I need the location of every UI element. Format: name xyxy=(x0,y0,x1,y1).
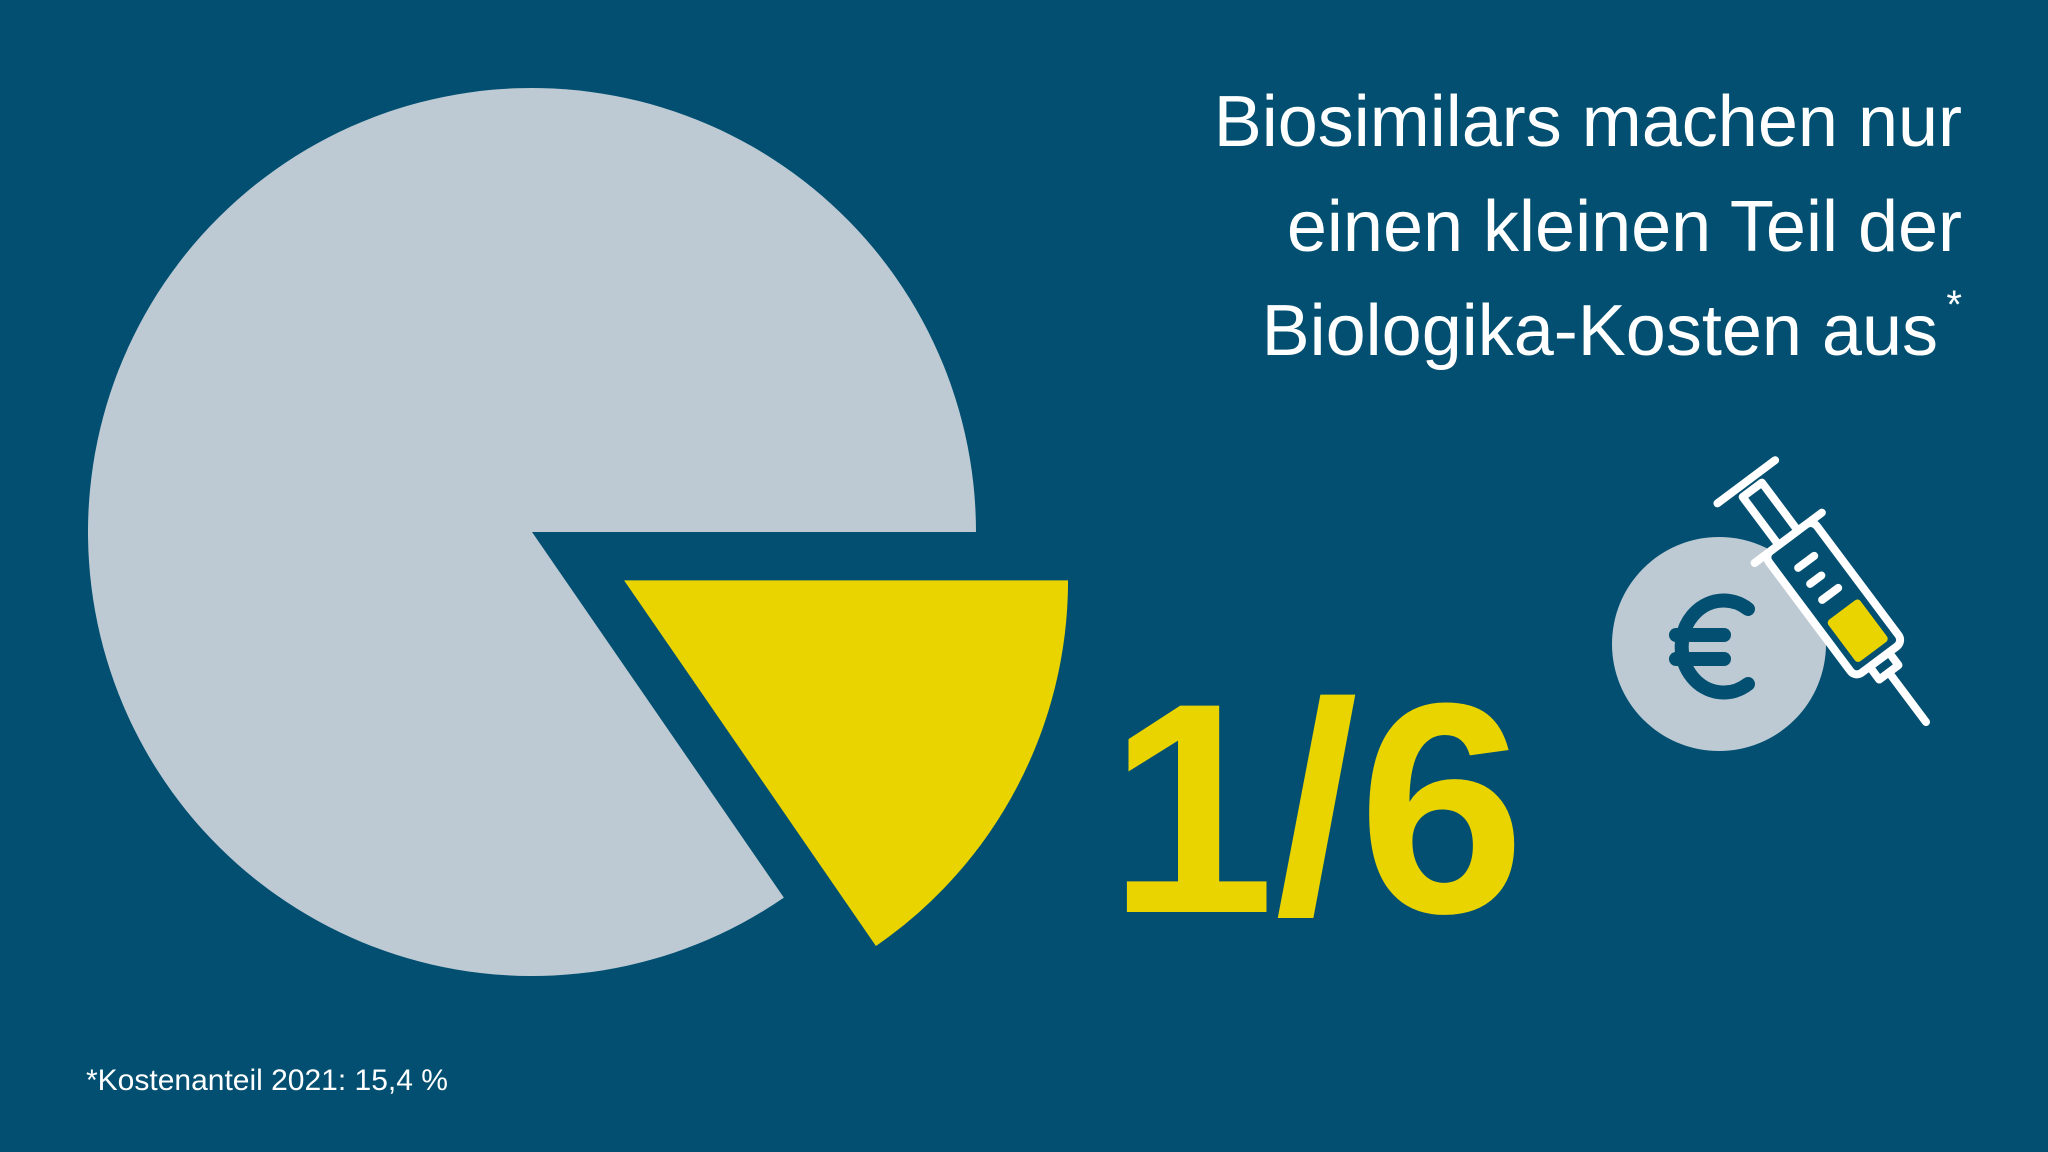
title-line: einen kleinen Teil der xyxy=(1287,187,1962,267)
title-line: Biologika-Kosten aus xyxy=(1262,291,1938,371)
pie xyxy=(88,88,1069,977)
title-mark: * xyxy=(1946,283,1962,327)
fraction-label: 1/6 xyxy=(1108,640,1525,976)
syringe xyxy=(1713,456,1930,726)
title: Biosimilars machen nur einen kleinen Tei… xyxy=(1214,82,1962,371)
footnote: *Kostenanteil 2021: 15,4 % xyxy=(86,1064,448,1097)
pie-slice xyxy=(88,88,977,977)
euro-sign xyxy=(1669,593,1755,700)
title-line: Biosimilars machen nur xyxy=(1214,82,1962,162)
coin xyxy=(1612,537,1826,751)
pie-slice xyxy=(624,580,1069,947)
cost-icon xyxy=(1612,456,1930,751)
